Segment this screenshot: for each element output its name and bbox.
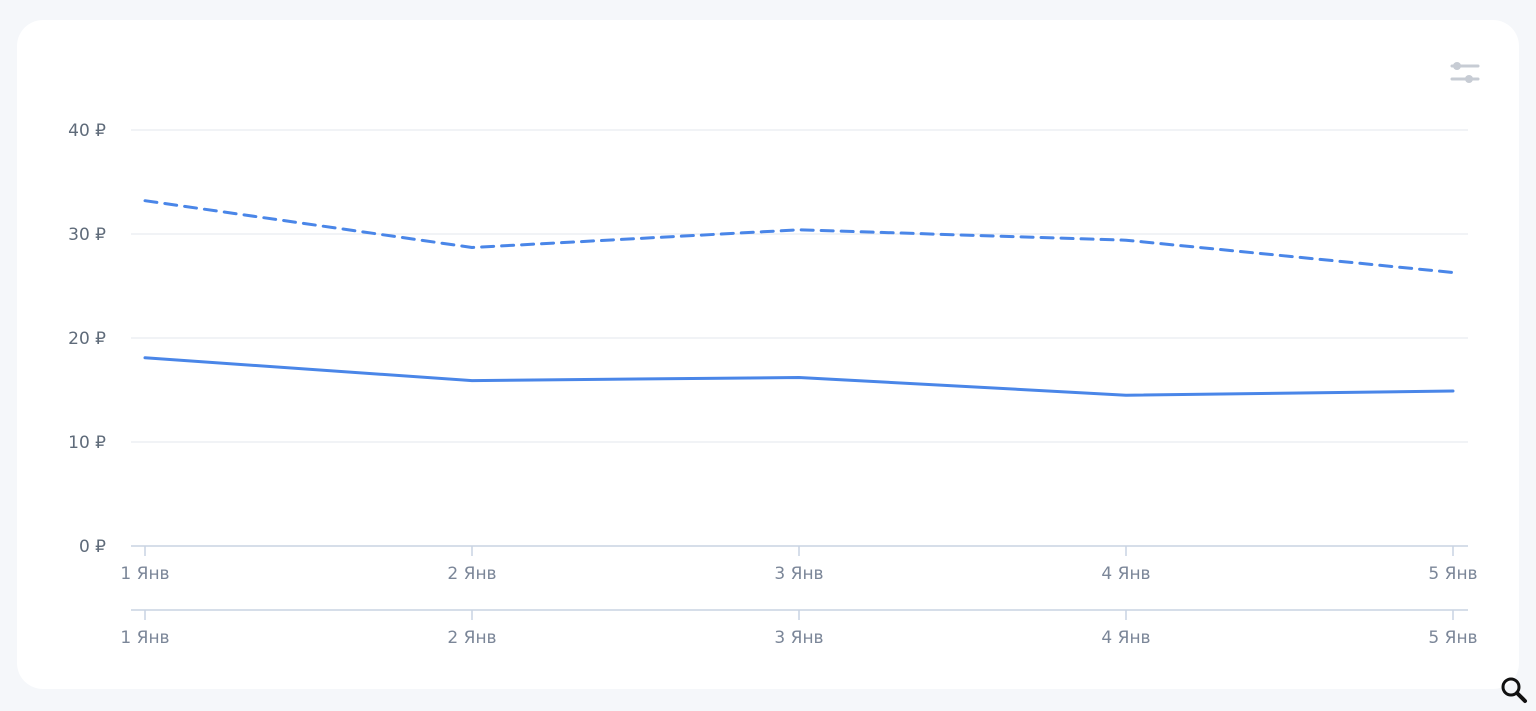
x-tick-label: 4 Янв: [1101, 564, 1150, 584]
chart-settings-button[interactable]: [1448, 58, 1482, 90]
y-axis-labels: 0 ₽ 10 ₽ 20 ₽ 30 ₽ 40 ₽: [68, 121, 106, 557]
data-point[interactable]: [797, 376, 801, 380]
navigator-tick-label: 1 Янв: [120, 628, 169, 648]
y-tick-label: 30 ₽: [68, 225, 106, 245]
navigator-tick-label: 2 Янв: [447, 628, 496, 648]
data-point[interactable]: [143, 199, 147, 203]
grid-lines: [131, 129, 1468, 443]
series-line-dashed[interactable]: [143, 199, 1455, 274]
navigator-axis[interactable]: 1 Янв 2 Янв 3 Янв 4 Янв 5 Янв: [120, 609, 1478, 648]
navigator-tick-label: 3 Янв: [774, 628, 823, 648]
navigator-tick-label: 4 Янв: [1101, 628, 1150, 648]
series-line-solid[interactable]: [143, 356, 1455, 397]
x-tick-label: 2 Янв: [447, 564, 496, 584]
data-point[interactable]: [470, 246, 474, 250]
series-lines: [143, 199, 1455, 397]
x-tick-label: 3 Янв: [774, 564, 823, 584]
zoom-button[interactable]: [1498, 674, 1530, 706]
chart-card: [17, 20, 1519, 689]
sliders-icon: [1450, 62, 1480, 83]
navigator-tick-label: 5 Янв: [1428, 628, 1477, 648]
x-axis: 1 Янв 2 Янв 3 Янв 4 Янв 5 Янв: [120, 545, 1478, 584]
y-tick-label: 40 ₽: [68, 121, 106, 141]
y-tick-label: 0 ₽: [79, 537, 106, 557]
data-point[interactable]: [143, 356, 147, 360]
data-point[interactable]: [1451, 270, 1455, 274]
data-point[interactable]: [1451, 389, 1455, 393]
data-point[interactable]: [1124, 238, 1128, 242]
data-point[interactable]: [1124, 393, 1128, 397]
x-tick-label: 5 Янв: [1428, 564, 1477, 584]
data-point[interactable]: [470, 379, 474, 383]
data-point[interactable]: [797, 228, 801, 232]
y-tick-label: 20 ₽: [68, 329, 106, 349]
y-tick-label: 10 ₽: [68, 433, 106, 453]
x-tick-label: 1 Янв: [120, 564, 169, 584]
magnifier-icon: [1501, 677, 1527, 703]
